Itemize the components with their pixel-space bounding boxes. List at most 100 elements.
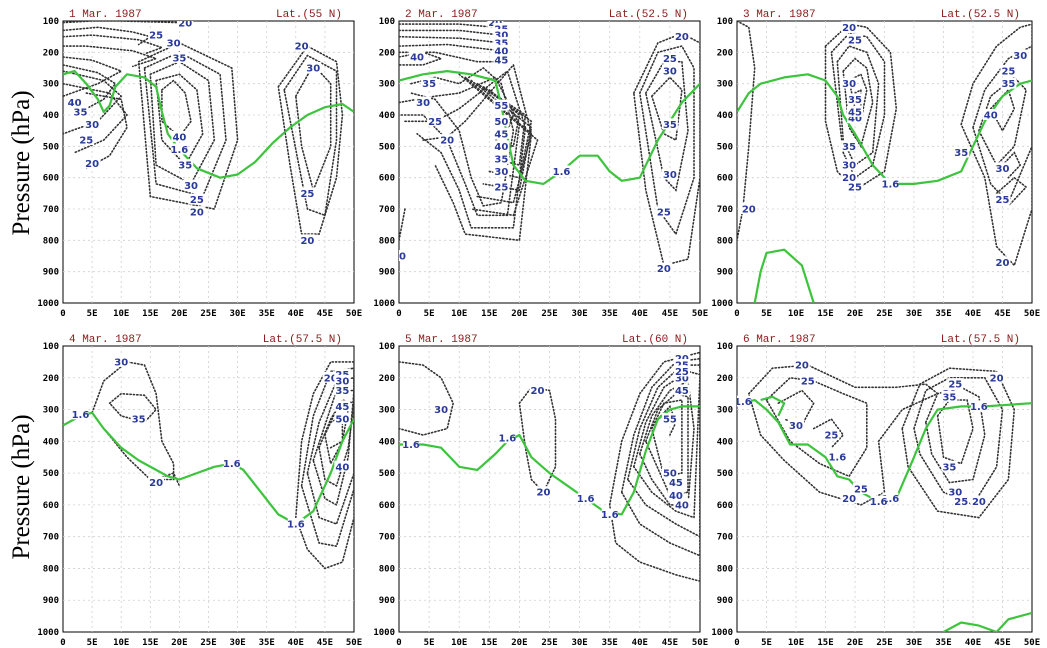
label-bg [188, 193, 205, 205]
contour-label: 25 [848, 35, 862, 46]
plot-area: 302020253035404550551.61.61.620454030251… [399, 351, 700, 583]
y-tick-label: 700 [43, 205, 59, 215]
tropopause-line [399, 405, 700, 516]
x-tick-label: 30E [229, 309, 245, 319]
contour-label: 1.6 [601, 510, 619, 521]
x-tick-label: 50E [346, 309, 362, 319]
panel-title: 1 Mar. 1987 [69, 9, 142, 21]
y-tick-label: 200 [43, 374, 59, 384]
y-tick-label: 100 [379, 342, 395, 352]
contour-label: 50 [494, 117, 508, 128]
y-tick-label: 1000 [37, 299, 59, 309]
y-tick-label: 800 [717, 236, 733, 246]
y-tick-label: 100 [43, 342, 59, 352]
x-tick-label: 0 [396, 638, 401, 648]
tropopause-line [737, 73, 1032, 185]
label-bg [970, 495, 987, 507]
label-bg [988, 371, 1005, 383]
x-tick-label: 30E [571, 309, 587, 319]
tropopause-label: 1.6 [577, 494, 595, 505]
y-tick-label: 700 [379, 533, 395, 543]
contour-label: 30 [675, 373, 689, 384]
contour-label: 40 [172, 132, 186, 143]
x-tick-label: 50E [1024, 309, 1040, 319]
label-bg [493, 36, 510, 48]
label-bg [439, 134, 456, 146]
x-tick-label: 0 [734, 309, 739, 319]
label-bg [223, 457, 240, 469]
x-tick-label: 35E [602, 309, 618, 319]
label-bg [399, 250, 407, 261]
contour-label: 35 [494, 154, 508, 165]
tropopause-line [399, 70, 700, 185]
label-bg [188, 206, 205, 218]
panel-subtitle: Lat.(60 N) [622, 334, 688, 346]
contour-label: 35 [494, 38, 508, 49]
contour-label: 20 [842, 494, 856, 505]
contour-label: 35 [132, 415, 146, 426]
contour-label: 30 [416, 98, 430, 109]
contour-label: 35 [1001, 79, 1015, 90]
x-tick-label: 40E [632, 638, 648, 648]
x-tick-label: 0 [60, 309, 65, 319]
contour-label: 20 [742, 205, 756, 216]
x-tick-label: 20E [511, 638, 527, 648]
y-tick-label: 500 [43, 469, 59, 479]
label-bg [655, 206, 672, 218]
label-bg [130, 413, 147, 425]
contour-label: 35 [954, 148, 968, 159]
contour-label: 25 [848, 183, 862, 194]
y-tick-label: 600 [717, 501, 733, 511]
label-bg [655, 262, 672, 274]
contour-label: 20 [190, 208, 204, 219]
contour-line [627, 364, 700, 538]
x-tick-label: 15E [142, 638, 158, 648]
label-bg [661, 413, 678, 425]
contour-label: 55 [663, 415, 677, 426]
plot-frame [62, 345, 355, 633]
label-bg [823, 428, 840, 440]
contour-line [312, 389, 354, 507]
label-bg [165, 36, 182, 48]
label-bg [78, 134, 95, 146]
label-bg [793, 359, 810, 371]
label-bg [72, 408, 89, 420]
contour-line [518, 386, 557, 494]
label-bg [529, 384, 546, 396]
contour-label: 20 [530, 386, 544, 397]
contour-label: 40 [669, 491, 683, 502]
label-bg [1000, 77, 1017, 89]
contour-line [63, 64, 117, 116]
label-bg [994, 256, 1011, 268]
contour-label: 30 [114, 357, 128, 368]
x-tick-label: 45E [994, 638, 1010, 648]
label-bg [84, 157, 101, 169]
contour-label: 35 [73, 107, 87, 118]
label-bg [740, 203, 757, 214]
contour-line [842, 57, 874, 149]
contour-label: 25 [996, 195, 1010, 206]
contour-label: 35 [335, 386, 349, 397]
x-tick-label: 45E [994, 309, 1010, 319]
label-bg [493, 22, 510, 34]
y-tick-label: 1000 [373, 299, 395, 309]
label-bg [941, 460, 958, 472]
tropopause-line [63, 411, 354, 526]
contour-line [633, 32, 700, 267]
label-bg [947, 378, 964, 390]
panel-title: 3 Mar. 1987 [743, 9, 816, 21]
y-tick-label: 700 [43, 533, 59, 543]
contour-line [812, 418, 845, 449]
contour-label: 35 [663, 120, 677, 131]
y-tick-label: 100 [717, 342, 733, 352]
contour-line [836, 45, 880, 167]
contour-label: 25 [494, 183, 508, 194]
x-tick-label: 25E [200, 638, 216, 648]
contour-label: 25 [854, 485, 868, 496]
contour-label: 1.6 [882, 494, 900, 505]
contour-line [399, 29, 503, 36]
y-tick-label: 500 [717, 469, 733, 479]
label-bg [970, 400, 987, 412]
